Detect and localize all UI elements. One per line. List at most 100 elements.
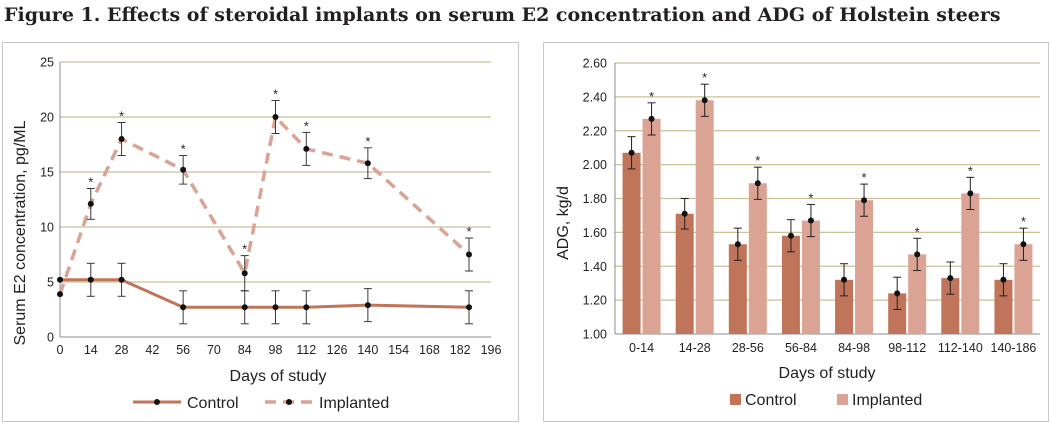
x-tick-label: 126 [327, 343, 348, 357]
bar-implanted [642, 118, 661, 334]
x-tick-label: 84-98 [838, 341, 870, 355]
bar-group-84-98: * [835, 170, 874, 334]
x-tick-label: 42 [145, 343, 159, 357]
x-tick-label: 140-186 [991, 341, 1037, 355]
bar-control [888, 293, 907, 334]
e2-concentration-chart-panel: 0 5 10 15 20 25 0 14 28 42 56 70 84 98 112 126 140 154 16… [2, 42, 519, 422]
x-tick-label: 182 [450, 343, 471, 357]
bar-group-56-84: * [781, 190, 820, 334]
data-point [894, 290, 901, 297]
y-tick-label: 1.80 [583, 192, 607, 206]
bar-implanted [1014, 244, 1033, 334]
legend: Control Implanted [133, 395, 389, 412]
data-point [967, 190, 974, 197]
legend-label: Control [745, 392, 797, 409]
y-tick-label: 20 [40, 111, 54, 125]
significance-marker: * [1021, 214, 1026, 229]
y-tick-label: 1.40 [583, 260, 607, 274]
significance-marker: * [304, 118, 309, 133]
x-tick-label: 112-140 [938, 341, 983, 355]
y-tick-labels: 0 5 10 15 20 25 [40, 56, 54, 345]
y-tick-label: 1.00 [583, 328, 607, 342]
adg-bar-chart: 1.00 1.20 1.40 1.60 1.80 2.00 2.20 2.40 2.60 0-1… [555, 57, 1040, 409]
data-point [701, 97, 708, 104]
data-point [861, 197, 868, 204]
bar-control [941, 278, 960, 334]
data-point [118, 276, 125, 283]
data-point [628, 149, 635, 156]
bar-group-28-56: * [728, 153, 767, 334]
legend-label: Implanted [852, 392, 922, 409]
y-gridlines [60, 61, 491, 283]
legend-label: Control [187, 395, 239, 412]
x-tick-labels: 0 14 28 42 56 70 84 98 112 126 140 154 168 182 196 [57, 343, 502, 357]
x-axis-title: Days of study [230, 368, 327, 385]
data-point [364, 160, 371, 167]
legend-item-control: Control [730, 392, 797, 409]
significance-marker: * [915, 224, 920, 239]
bar-control [622, 152, 641, 334]
data-point [87, 276, 94, 283]
x-tick-label: 168 [419, 343, 440, 357]
data-point [180, 166, 187, 173]
y-tick-label: 0 [47, 331, 54, 345]
e2-concentration-line-chart: 0 5 10 15 20 25 0 14 28 42 56 70 84 98 112 126 140 154 16… [12, 56, 502, 413]
significance-marker: * [968, 163, 973, 178]
x-tick-label: 14 [84, 343, 98, 357]
bar-control [675, 213, 694, 334]
data-point [648, 115, 655, 122]
x-tick-label: 154 [388, 343, 409, 357]
y-tick-label: 15 [40, 166, 54, 180]
x-tick-label: 140 [357, 343, 378, 357]
significance-marker: * [365, 134, 370, 149]
significance-marker: * [702, 70, 707, 85]
bar-control [781, 235, 800, 334]
y-tick-label: 2.20 [583, 124, 607, 138]
data-point [947, 275, 954, 282]
significance-marker: * [862, 170, 867, 185]
data-point [303, 304, 310, 311]
data-point [57, 291, 63, 298]
y-tick-label: 10 [40, 221, 54, 235]
significance-marker: * [242, 242, 247, 257]
data-point [1000, 276, 1007, 283]
y-axis-title: Serum E2 concentration, pg/ML [12, 120, 29, 345]
bar-implanted [908, 254, 927, 334]
x-tick-label: 84 [238, 343, 252, 357]
x-tick-label: 196 [481, 343, 502, 357]
x-tick-label: 0 [57, 343, 64, 357]
y-tick-labels: 1.00 1.20 1.40 1.60 1.80 2.00 2.20 2.40 2.60 [583, 57, 607, 342]
bar-group-0-14: * [622, 89, 661, 334]
data-point [272, 114, 279, 120]
x-tick-label: 56 [176, 343, 190, 357]
data-point [364, 302, 371, 309]
x-tick-label: 28 [115, 343, 129, 357]
series-implanted: * * * * * * * * [57, 87, 474, 298]
x-tick-label: 14-28 [679, 341, 711, 355]
x-tick-label: 70 [207, 343, 221, 357]
bar-control [994, 279, 1013, 334]
legend-label: Implanted [319, 395, 389, 412]
bar-implanted [855, 200, 874, 334]
series-layer: * * * * * * * * [57, 87, 474, 325]
bars-layer: * * * * * * * * [622, 70, 1033, 334]
y-tick-label: 1.60 [583, 226, 607, 240]
data-point [180, 304, 187, 311]
data-point [681, 210, 688, 217]
x-tick-label: 98-112 [888, 341, 926, 355]
x-tick-labels: 0-14 14-28 28-56 56-84 84-98 98-112 112-140 140… [629, 341, 1036, 355]
x-tick-label: 112 [296, 343, 316, 357]
data-point [241, 304, 248, 311]
x-tick-label: 56-84 [785, 341, 817, 355]
legend: Control Implanted [730, 392, 922, 409]
bar-group-14-28: * [675, 70, 714, 334]
data-point [57, 276, 63, 283]
y-tick-label: 2.60 [583, 57, 607, 71]
data-point [118, 136, 125, 142]
bar-control [835, 279, 854, 334]
legend-item-implanted: Implanted [837, 392, 922, 409]
data-point [754, 180, 761, 187]
bar-implanted [695, 100, 714, 334]
significance-marker: * [808, 190, 813, 205]
data-point [914, 251, 921, 258]
